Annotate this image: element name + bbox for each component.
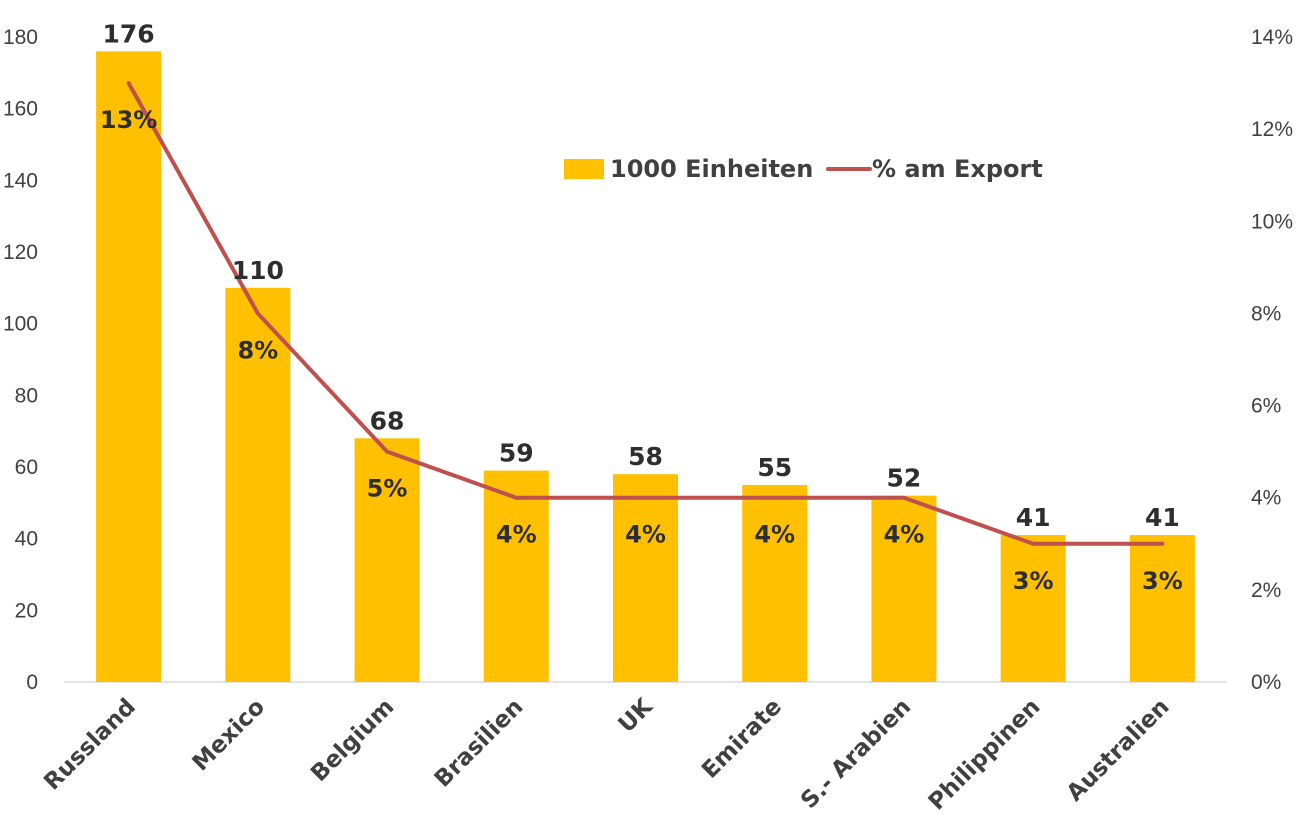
percent-labels: 13% 8% 5% 4% 4% 4% 4% 3% 3%	[100, 106, 1183, 595]
legend-line-label: % am Export	[872, 155, 1043, 183]
left-tick-label: 140	[3, 169, 38, 192]
category-label: Philippinen	[924, 694, 1046, 816]
right-tick-label: 12%	[1251, 118, 1293, 141]
category-label: Belgium	[306, 694, 399, 787]
bar	[483, 470, 549, 682]
bar-value-label: 68	[370, 406, 405, 435]
right-tick-label: 2%	[1251, 579, 1281, 602]
percent-label: 4%	[625, 521, 666, 549]
percent-label: 3%	[1142, 567, 1183, 595]
legend: 1000 Einheiten % am Export	[564, 155, 1043, 183]
bar	[613, 474, 678, 682]
percent-label: 13%	[100, 106, 157, 134]
bar-value-label: 59	[499, 439, 534, 468]
left-tick-label: 60	[15, 456, 38, 479]
legend-bar-swatch	[564, 159, 604, 179]
left-tick-label: 20	[15, 599, 38, 622]
left-tick-label: 120	[3, 241, 38, 264]
left-tick-label: 100	[3, 313, 38, 336]
bar	[742, 484, 808, 682]
bar	[1129, 535, 1195, 682]
bar	[354, 438, 420, 682]
percent-label: 4%	[754, 521, 795, 549]
category-labels: Russland Mexico Belgium Brasilien UK Emirate S…	[39, 693, 1174, 815]
bar	[871, 495, 937, 682]
right-axis-ticks: 0% 2% 4% 6% 8% 10% 12% 14%	[1251, 26, 1293, 694]
category-label: UK	[614, 693, 659, 738]
bar-value-label: 41	[1016, 503, 1051, 532]
percent-label: 3%	[1013, 567, 1054, 595]
bar-value-label: 55	[757, 453, 792, 482]
right-tick-label: 8%	[1251, 302, 1281, 325]
right-tick-label: 6%	[1251, 395, 1281, 418]
percent-label: 5%	[367, 475, 408, 503]
bar-value-labels: 176 110 68 59 58 55 52 41 41	[103, 19, 1180, 532]
category-label: S.- Arabien	[796, 694, 916, 814]
left-tick-label: 180	[3, 26, 38, 49]
bar	[1000, 535, 1066, 682]
bar-value-label: 52	[887, 464, 922, 493]
category-label: Australien	[1062, 694, 1175, 807]
bar-series	[96, 51, 1195, 683]
bar-value-label: 58	[628, 442, 663, 471]
percent-label: 4%	[496, 521, 537, 549]
bar-value-label: 41	[1145, 503, 1180, 532]
right-tick-label: 10%	[1251, 210, 1293, 233]
bar-value-label: 176	[103, 19, 155, 48]
left-tick-label: 80	[15, 384, 38, 407]
bar	[225, 287, 291, 682]
legend-bar-label: 1000 Einheiten	[610, 155, 813, 183]
bar-value-label: 110	[232, 256, 284, 285]
right-tick-label: 0%	[1251, 671, 1281, 694]
left-tick-label: 160	[3, 98, 38, 121]
left-axis-ticks: 0 20 40 60 80 100 120 140 160 180	[3, 26, 38, 694]
line-path	[126, 81, 1165, 546]
percent-label: 8%	[237, 336, 278, 364]
bar	[96, 51, 162, 683]
category-label: Emirate	[697, 694, 787, 784]
percent-label: 4%	[884, 521, 925, 549]
left-tick-label: 40	[15, 528, 38, 551]
right-tick-label: 4%	[1251, 487, 1281, 510]
category-label: Brasilien	[430, 694, 529, 793]
line-series	[126, 81, 1165, 546]
category-label: Mexico	[188, 694, 270, 776]
category-label: Russland	[39, 694, 141, 796]
right-tick-label: 14%	[1251, 26, 1293, 49]
left-tick-label: 0	[26, 671, 38, 694]
